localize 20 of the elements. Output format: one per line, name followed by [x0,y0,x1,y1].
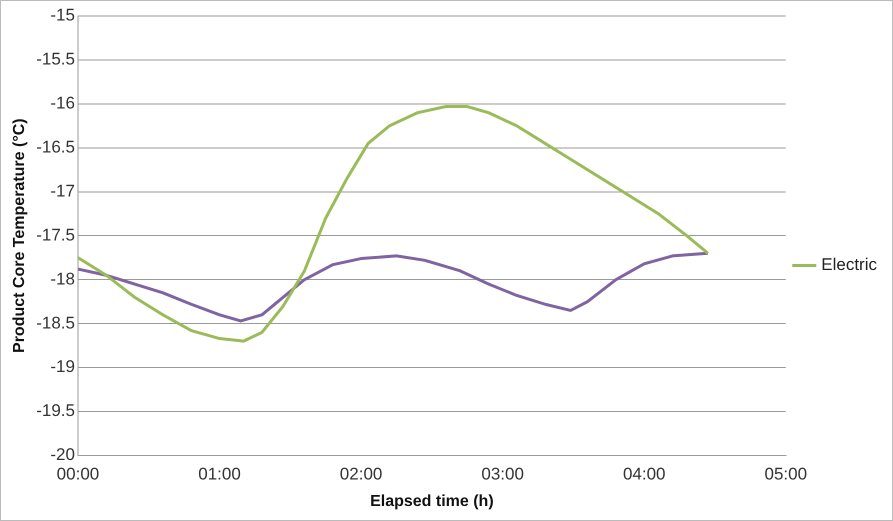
x-tick-label: 02:00 [340,464,382,484]
x-tick-label: 03:00 [481,464,524,484]
y-axis-title: Product Core Temperature (°C) [11,118,28,353]
y-tick-label: -18.5 [36,313,75,332]
y-tick-label: -18 [50,269,75,288]
y-tick-label: -19 [50,357,75,376]
y-tick-label: -16.5 [36,138,75,157]
y-tick-label: -17 [50,181,75,200]
x-axis-title: Elapsed time (h) [370,492,494,510]
x-tick-label: 05:00 [764,464,808,484]
y-tick-label: -15 [50,6,75,25]
y-tick-label: -15.5 [36,50,75,69]
x-tick-label: 01:00 [198,464,241,484]
legend-label: Electric [821,255,878,274]
y-tick-label: -19.5 [36,401,75,420]
y-tick-label: -16 [50,94,75,113]
x-tick-label: 04:00 [622,464,666,484]
x-tick-label: 00:00 [56,464,100,484]
y-tick-label: -17.5 [36,225,75,244]
y-tick-label: -20 [50,445,75,464]
